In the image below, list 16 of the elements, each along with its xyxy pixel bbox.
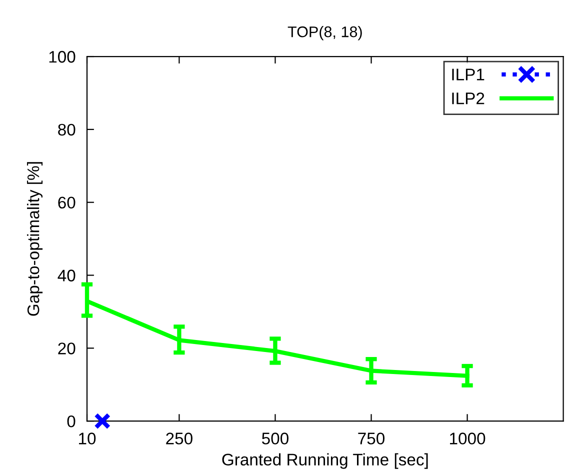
y-tick-label: 80 [58,124,76,136]
legend-label: ILP1 [452,68,484,80]
x-tick-label: 250 [166,432,192,444]
x-axis-title: Granted Running Time [sec] [222,453,428,469]
y-tick-label: 100 [49,50,76,63]
y-tick-label: 60 [58,196,76,209]
chart-title: TOP(8, 18) [288,26,362,40]
y-tick-label: 0 [67,415,76,428]
y-axis-title: Gap-to-optimality [%] [27,162,43,316]
y-tick-label: 40 [58,270,76,282]
x-tick-label: 1000 [450,432,486,444]
x-tick-label: 10 [79,432,96,444]
legend-label: ILP2 [452,92,484,104]
x-tick-label: 500 [262,432,288,444]
x-tick-label: 750 [358,432,385,444]
y-tick-label: 20 [58,342,76,354]
